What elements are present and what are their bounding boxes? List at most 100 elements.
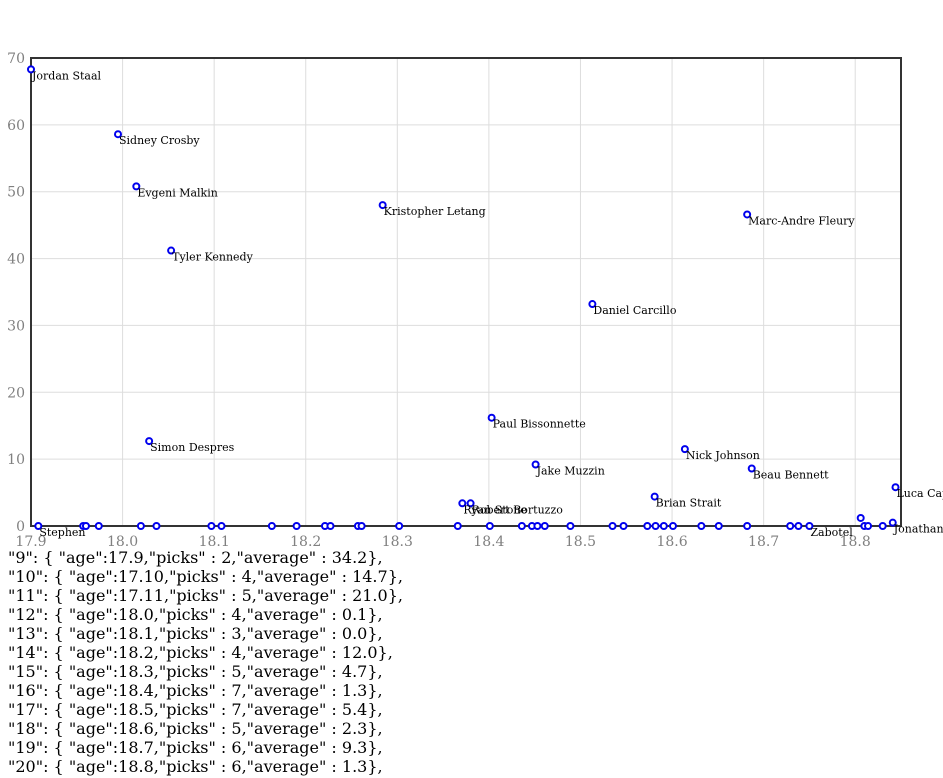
- data-text-line: "14": { "age":18.2,"picks" : 4,"average"…: [8, 643, 393, 662]
- data-text-line: "10": { "age":17.10,"picks" : 4,"average…: [8, 567, 403, 586]
- data-point: [485, 522, 494, 530]
- point-label: Luca Caputi: [897, 487, 943, 500]
- point-label: Ryan Stone: [463, 503, 527, 516]
- data-text-line: "16": { "age":18.4,"picks" : 7,"average"…: [8, 681, 383, 700]
- data-text-line: "13": { "age":18.1,"picks" : 3,"average"…: [8, 624, 383, 643]
- data-point: [651, 522, 660, 530]
- data-text-line: "15": { "age":18.3,"picks" : 5,"average"…: [8, 662, 383, 681]
- data-point: [743, 522, 752, 530]
- data-point: [856, 513, 865, 522]
- point-label: Sidney Crosby: [119, 134, 200, 147]
- axis-tick-labels: 0 10 20 30 40 50 60 70 17.9 18.0 18.1 18.2 18.3 18.4 1…: [7, 51, 871, 548]
- point-label: Brian Strait: [656, 497, 722, 510]
- y-tick-label: 40: [7, 252, 25, 268]
- data-point: [794, 522, 803, 530]
- point-label: Evgeni Malkin: [137, 186, 218, 199]
- data-point: [888, 518, 897, 527]
- data-point: [136, 522, 145, 530]
- point-label: Simon Despres: [150, 441, 234, 454]
- data-point: [697, 522, 706, 530]
- point-label: Beau Bennett: [753, 469, 829, 482]
- data-point: [878, 522, 887, 530]
- data-point: [619, 522, 628, 530]
- data-point: [714, 522, 723, 530]
- data-point: [659, 522, 668, 530]
- data-point: [517, 522, 526, 530]
- data-point: [650, 492, 659, 501]
- data-point: [786, 522, 795, 530]
- data-point: [145, 437, 154, 446]
- point-label: Paul Bissonnette: [493, 418, 586, 431]
- data-point: [566, 522, 575, 530]
- y-tick-label: 30: [7, 318, 25, 334]
- point-label: Tyler Kennedy: [172, 251, 253, 264]
- data-point: [326, 522, 335, 530]
- x-tick-label: 18.0: [107, 534, 138, 548]
- x-tick-label: 18.5: [565, 534, 596, 548]
- x-tick-label: 18.4: [473, 534, 504, 548]
- y-tick-label: 50: [7, 185, 25, 201]
- data-text-line: "17": { "age":18.5,"picks" : 7,"average"…: [8, 700, 383, 719]
- x-tick-label: 18.3: [382, 534, 413, 548]
- point-label: Marc-Andre Fleury: [748, 214, 855, 227]
- data-point: [453, 522, 462, 530]
- data-point: [540, 522, 549, 530]
- data-point: [132, 182, 141, 191]
- x-tick-label: 18.6: [656, 534, 687, 548]
- point-label: Jonathan: [893, 523, 943, 536]
- data-text-line: "18": { "age":18.6,"picks" : 5,"average"…: [8, 719, 383, 738]
- x-tick-label: 18.7: [748, 534, 779, 548]
- x-tick-label: 18.2: [290, 534, 321, 548]
- y-tick-label: 20: [7, 385, 25, 401]
- data-point: [378, 201, 387, 210]
- point-label: Nick Johnson: [686, 449, 760, 462]
- data-point: [292, 522, 301, 530]
- point-label: Robert Bortuzzo: [472, 503, 564, 516]
- data-point: [466, 499, 475, 508]
- data-point: [217, 522, 226, 530]
- data-point: [114, 130, 122, 139]
- data-point: [94, 522, 103, 530]
- point-label: Kristopher Letang: [384, 205, 486, 218]
- data-point: [680, 445, 689, 454]
- data-text-lines: "9": { "age":17.9,"picks" : 2,"average" …: [8, 548, 403, 776]
- data-point: [487, 413, 496, 422]
- data-points: [27, 65, 900, 530]
- point-label: Jordan Staal: [31, 69, 102, 82]
- data-text-line: "20": { "age":18.8,"picks" : 6,"average"…: [8, 757, 383, 776]
- data-point: [357, 522, 366, 530]
- x-tick-label: 18.1: [199, 534, 230, 548]
- data-text-line: "9": { "age":17.9,"picks" : 2,"average" …: [8, 548, 383, 567]
- y-tick-label: 0: [16, 519, 25, 535]
- data-point: [207, 522, 216, 530]
- point-label: Zabotel: [810, 526, 853, 539]
- data-point: [267, 522, 276, 530]
- point-label: Daniel Carcillo: [593, 304, 676, 317]
- scatter-chart: 0 10 20 30 40 50 60 70 17.9 18.0 18.1 18.2 18.3 18.4 1…: [7, 51, 943, 548]
- point-labels: Jordan Staal Sidney Crosby Evgeni Malkin Ty…: [31, 69, 943, 539]
- data-point: [588, 300, 597, 309]
- data-point: [152, 522, 161, 530]
- data-point: [81, 522, 90, 530]
- data-text-line: "12": { "age":18.0,"picks" : 4,"average"…: [8, 605, 383, 624]
- plot-area-frame: [30, 57, 902, 527]
- point-label: Stephen: [39, 526, 85, 539]
- y-tick-label: 10: [7, 452, 25, 468]
- data-point: [34, 522, 43, 530]
- data-point: [395, 522, 404, 530]
- data-point: [668, 522, 677, 530]
- data-point: [531, 460, 540, 469]
- x-tick-label: 17.9: [15, 534, 46, 548]
- data-point: [167, 246, 176, 255]
- data-point: [743, 210, 752, 219]
- data-point: [643, 522, 652, 530]
- x-tick-label: 18.8: [840, 534, 871, 548]
- data-point: [533, 522, 542, 530]
- data-text-line: "19": { "age":18.7,"picks" : 6,"average"…: [8, 738, 383, 757]
- data-point: [27, 65, 35, 74]
- data-text-line: "11": { "age":17.11,"picks" : 5,"average…: [8, 586, 403, 605]
- y-tick-label: 60: [7, 118, 25, 134]
- data-point: [864, 522, 873, 530]
- data-point: [458, 499, 467, 508]
- y-tick-label: 70: [7, 51, 25, 67]
